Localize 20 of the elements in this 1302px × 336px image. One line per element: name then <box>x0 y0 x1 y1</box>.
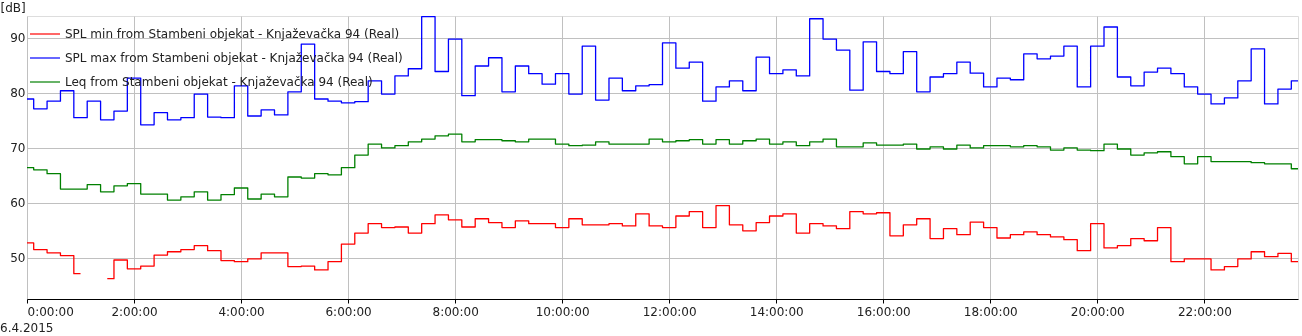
x-tick-label: 22:00:00 <box>1177 304 1232 319</box>
x-tick-label: 8:00:00 <box>432 304 479 319</box>
x-tick-label: 6:00:00 <box>325 304 372 319</box>
y-tick-label: 60 <box>10 196 26 211</box>
x-tick-label: 0:00:00 <box>27 304 74 319</box>
y-tick-label: 70 <box>10 141 26 156</box>
y-tick-label: 90 <box>10 31 26 46</box>
x-tick-label: 18:00:00 <box>963 304 1018 319</box>
x-tick-label: 10:00:00 <box>535 304 590 319</box>
x-tick-label: 16:00:00 <box>856 304 911 319</box>
x-tick-label: 20:00:00 <box>1070 304 1125 319</box>
y-axis-title: [dB] <box>0 0 26 15</box>
y-tick-label: 50 <box>10 251 26 266</box>
y-tick-label: 80 <box>10 86 26 101</box>
x-tick-label: 12:00:00 <box>642 304 697 319</box>
x-tick-label: 4:00:00 <box>218 304 265 319</box>
x-tick-label: 14:00:00 <box>749 304 804 319</box>
x-tick-label: 2:00:00 <box>111 304 158 319</box>
legend-label: SPL min from Stambeni objekat - Knjaževačka 94 (Real) <box>65 27 400 41</box>
text: 6.4.2015 <box>0 321 54 335</box>
